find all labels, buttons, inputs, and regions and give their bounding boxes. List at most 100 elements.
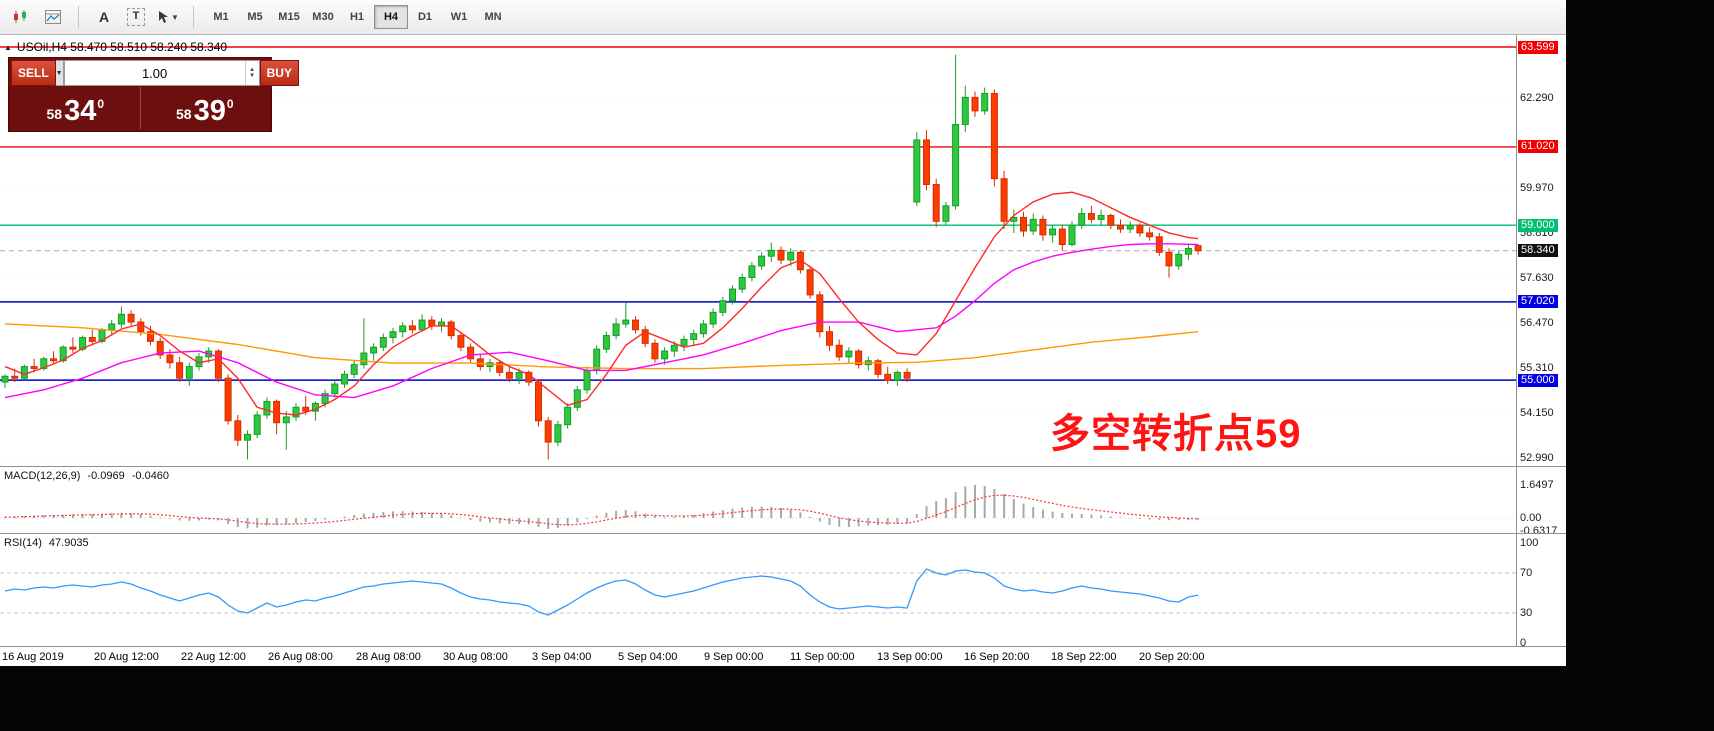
time-axis[interactable]: 16 Aug 2019 20 Aug 12:00 22 Aug 12:00 26 Au… — [0, 646, 1566, 666]
macd-axis: 1.6497 0.00 -0.6317 — [1516, 467, 1566, 533]
time-axis-label: 13 Sep 00:00 — [877, 651, 943, 663]
text-label-icon[interactable]: A — [98, 9, 110, 25]
price-level-label: 58.340 — [1518, 244, 1558, 258]
rsi-value: 47.9035 — [48, 537, 89, 549]
chart-annotation: 多空转折点59 — [1050, 412, 1302, 456]
toolbar-separator — [78, 6, 79, 28]
ask-price: 58 39 0 — [141, 87, 270, 129]
price-chart-plot[interactable]: ▲ USOil,H4 58.470 58.510 58.240 58.340 多… — [0, 35, 1516, 466]
chevron-down-icon: ▼ — [171, 12, 179, 22]
macd-main-value: -0.0969 — [87, 470, 125, 482]
price-axis-tick: 0.00 — [1520, 512, 1542, 524]
price-axis-tick: 1.6497 — [1520, 479, 1554, 491]
time-axis-label: 5 Sep 04:00 — [618, 651, 678, 663]
rsi-line — [4, 568, 1199, 616]
price-level-label: 59.000 — [1518, 218, 1558, 232]
price-chart-panel: ▲ USOil,H4 58.470 58.510 58.240 58.340 多… — [0, 35, 1566, 466]
time-axis-label: 3 Sep 04:00 — [532, 651, 592, 663]
macd-name: MACD(12,26,9) — [4, 470, 81, 482]
candlestick-series — [1, 54, 1202, 460]
chart-title: ▲ USOil,H4 58.470 58.510 58.240 58.340 — [4, 40, 227, 54]
rsi-plot[interactable]: RSI(14) 47.9035 — [0, 534, 1516, 646]
rsi-name: RSI(14) — [4, 537, 42, 549]
ask-price-sup: 0 — [226, 97, 234, 111]
stepper-up-icon[interactable]: ▲ — [249, 67, 256, 73]
price-axis-tick: 100 — [1520, 537, 1539, 549]
price-axis-tick: -0.6317 — [1520, 524, 1558, 533]
price-level-label: 57.020 — [1518, 295, 1558, 309]
candlestick-chart-icon[interactable] — [8, 4, 34, 30]
macd-indicator-panel: MACD(12,26,9) -0.0969 -0.0460 1.6497 0.00… — [0, 466, 1566, 533]
price-axis-tick: 70 — [1520, 567, 1533, 579]
timeframe-button-M15[interactable]: M15 — [278, 11, 300, 23]
stepper-down-icon[interactable]: ▼ — [249, 73, 256, 79]
macd-signal-line — [4, 494, 1199, 526]
rsi-canvas[interactable] — [0, 534, 1516, 646]
price-level-label: 63.599 — [1518, 40, 1558, 54]
volume-field: ▲ ▼ — [63, 60, 260, 86]
ask-price-big: 39 — [193, 95, 226, 127]
time-axis-label: 16 Aug 2019 — [2, 651, 64, 663]
ma-orange-line — [4, 323, 1199, 370]
time-axis-label: 20 Aug 12:00 — [94, 651, 159, 663]
volume-stepper[interactable]: ▲ ▼ — [244, 61, 259, 85]
time-axis-label: 9 Sep 00:00 — [704, 651, 764, 663]
ask-price-int: 58 — [175, 106, 192, 122]
bid-price-sup: 0 — [97, 97, 105, 111]
timeframe-button-W1[interactable]: W1 — [450, 11, 468, 23]
macd-signal-value: -0.0460 — [131, 470, 170, 482]
time-axis-label: 11 Sep 00:00 — [790, 651, 855, 663]
timeframe-button-H1[interactable]: H1 — [349, 11, 365, 23]
ma-magenta-line — [4, 243, 1199, 399]
rsi-label: RSI(14) 47.9035 — [4, 537, 89, 549]
toolbar-separator — [193, 6, 194, 28]
timeframe-button-D1[interactable]: D1 — [417, 11, 433, 23]
time-axis-label: 20 Sep 20:00 — [1139, 651, 1205, 663]
timeframe-button-group: M1 M5 M15 M30 H1 H4 D1 W1 MN — [204, 5, 510, 29]
rsi-axis: 100 70 30 0 — [1516, 534, 1566, 646]
indicator-window-icon[interactable] — [40, 4, 66, 30]
time-axis-label: 18 Sep 22:00 — [1051, 651, 1117, 663]
time-axis-label: 28 Aug 08:00 — [356, 651, 421, 663]
timeframe-button-M1[interactable]: M1 — [213, 11, 229, 23]
one-click-trade-panel: SELL ▼ ▲ ▼ BUY 58 — [8, 57, 299, 132]
sell-button[interactable]: SELL — [11, 60, 56, 86]
price-level-label: 55.000 — [1518, 373, 1558, 387]
cursor-tool-icon[interactable]: ▼ — [155, 4, 181, 30]
price-axis-tick: 0 — [1520, 637, 1527, 646]
bid-price-big: 34 — [64, 95, 97, 127]
one-click-panel-toggle-icon[interactable]: ▲ — [4, 42, 12, 52]
price-axis-tick: 62.290 — [1520, 91, 1554, 104]
price-chart-canvas[interactable] — [0, 35, 1516, 466]
timeframe-button-M5[interactable]: M5 — [247, 11, 263, 23]
macd-plot[interactable]: MACD(12,26,9) -0.0969 -0.0460 — [0, 467, 1516, 533]
chevron-down-icon: ▼ — [55, 69, 63, 77]
timeframe-button-H4[interactable]: H4 — [374, 5, 408, 29]
rsi-indicator-panel: RSI(14) 47.9035 100 70 30 0 — [0, 533, 1566, 646]
price-axis-tick: 57.630 — [1520, 272, 1554, 285]
timeframe-button-M30[interactable]: M30 — [312, 11, 334, 23]
timeframe-button-MN[interactable]: MN — [484, 11, 502, 23]
price-axis-tick: 54.150 — [1520, 407, 1554, 420]
chart-title-text: USOil,H4 58.470 58.510 58.240 58.340 — [16, 40, 228, 54]
price-level-label: 61.020 — [1518, 140, 1558, 154]
macd-label: MACD(12,26,9) -0.0969 -0.0460 — [4, 470, 169, 482]
buy-button[interactable]: BUY — [259, 60, 299, 86]
price-axis[interactable]: 62.290 59.970 58.810 57.630 56.470 55.310 54.1… — [1516, 35, 1566, 466]
price-axis-tick: 55.310 — [1520, 362, 1554, 375]
macd-canvas[interactable] — [0, 467, 1516, 533]
level-lines — [0, 46, 1516, 381]
order-type-dropdown[interactable]: ▼ — [55, 60, 64, 86]
volume-input[interactable] — [64, 61, 245, 85]
macd-histogram — [4, 485, 1200, 529]
bid-price-int: 58 — [46, 106, 63, 122]
main-toolbar: A T ▼ M1 M5 M15 M30 H1 H4 D1 W1 MN — [0, 0, 1566, 35]
price-axis-tick: 30 — [1520, 607, 1533, 619]
time-axis-label: 16 Sep 20:00 — [964, 651, 1030, 663]
ma-red-line — [4, 191, 1199, 416]
price-axis-tick: 52.990 — [1520, 452, 1554, 464]
price-axis-tick: 59.970 — [1520, 181, 1554, 194]
text-box-icon[interactable]: T — [123, 4, 149, 30]
time-axis-label: 26 Aug 08:00 — [268, 651, 333, 663]
